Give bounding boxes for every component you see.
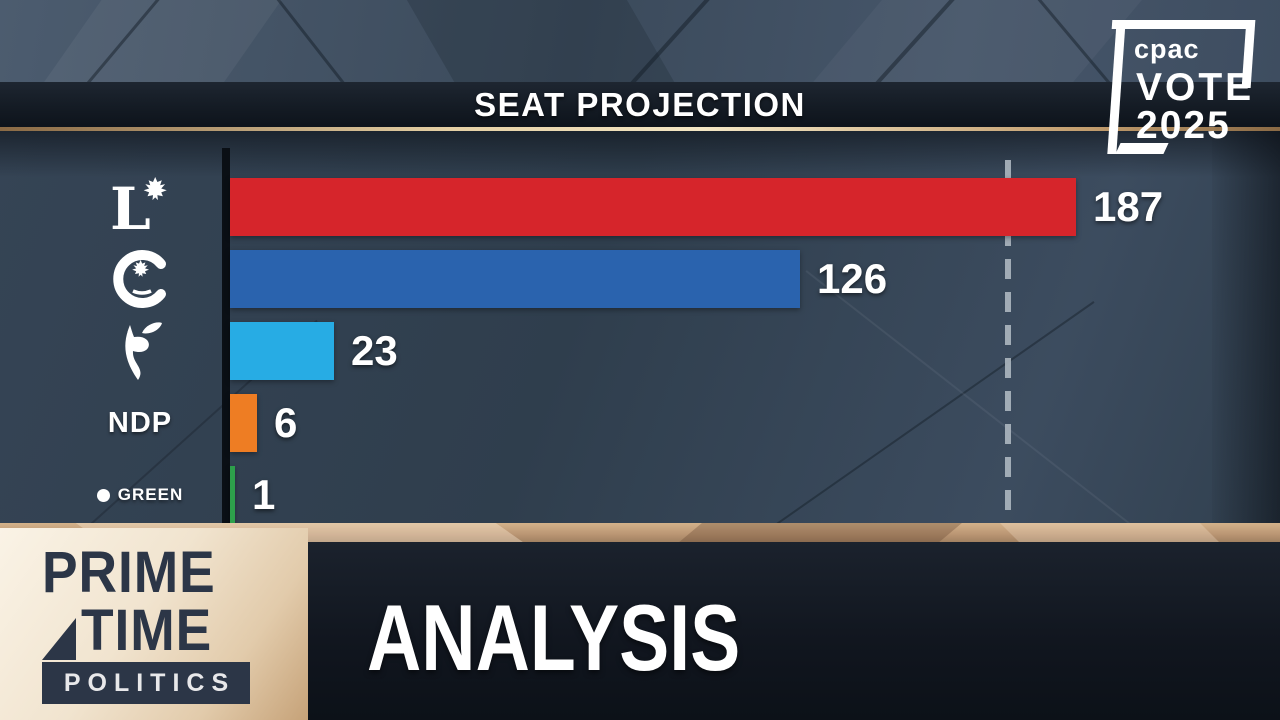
ptp-word-prime: PRIME [42,540,216,605]
gold-divider-line [0,127,1280,131]
conservative-logo-icon [113,250,166,308]
bar-liberal [230,178,1076,236]
lower-third-banner: ANALYSIS [305,542,1280,720]
bloc-quebecois-logo-icon [125,322,162,380]
bar-bloc-quebecois [230,322,334,380]
vote-wordmark: VOTE [1136,66,1255,109]
logo-frame-left [1107,20,1126,154]
vote-year: 2025 [1136,104,1231,147]
ptp-word-politics: POLITICS [63,668,236,697]
chart-title: SEAT PROJECTION [474,86,806,123]
bar-row-liberal: 187 [230,178,1163,236]
legend-item-conservative [60,249,220,309]
majority-threshold-dashed-line [1005,160,1011,523]
bar-ndp [230,394,257,452]
liberal-logo-icon: L [110,175,167,239]
green-wordmark: GREEN [117,485,184,504]
bar-value-bloc: 23 [351,327,398,374]
chart-title-bar: SEAT PROJECTION [0,82,1280,128]
ptp-word-time: TIME [81,598,213,663]
bar-row-bloc: 23 [230,322,398,380]
bar-green [230,466,235,524]
chart-axis-line [222,148,230,523]
studio-floor-strip [0,523,1280,543]
cpac-vote-2025-logo: cpac VOTE 2025 [1098,12,1273,162]
ptp-triangle-icon [42,618,76,660]
logo-frame-top [1111,20,1254,29]
lower-third-heading: ANALYSIS [367,585,741,690]
bar-value-conservative: 126 [817,255,888,302]
bar-row-ndp: 6 [230,394,297,452]
bar-value-ndp: 6 [274,399,298,446]
bar-value-green: 1 [252,471,276,518]
legend-item-ndp: NDP [60,405,220,441]
bar-conservative [230,250,800,308]
ptp-politics-box: POLITICS [42,662,250,704]
green-dot-icon [96,488,110,502]
svg-text:L: L [110,175,151,239]
studio-backdrop-top [0,0,1280,82]
cpac-wordmark: cpac [1134,34,1200,64]
ndp-wordmark: NDP [107,406,173,439]
prime-time-politics-panel: PRIME TIME POLITICS [0,528,308,720]
legend-item-liberal: L [60,175,220,239]
legend-item-bloc-quebecois [60,320,220,382]
bar-row-conservative: 126 [230,250,887,308]
bar-value-liberal: 187 [1093,183,1164,230]
bar-row-green: 1 [230,466,275,524]
legend-item-green: GREEN [60,482,220,508]
